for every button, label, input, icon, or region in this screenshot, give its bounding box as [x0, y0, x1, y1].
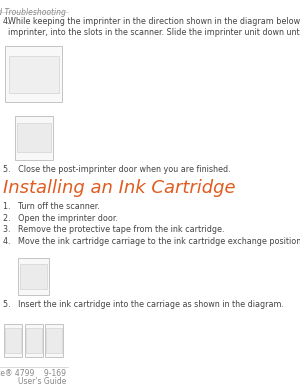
FancyBboxPatch shape — [18, 258, 50, 295]
Bar — [17, 123, 51, 152]
FancyBboxPatch shape — [15, 116, 53, 160]
Text: While keeping the imprinter in the direction shown in the diagram below, insert : While keeping the imprinter in the direc… — [8, 17, 300, 37]
FancyBboxPatch shape — [25, 324, 43, 357]
Text: 1.   Turn off the scanner.: 1. Turn off the scanner. — [3, 202, 100, 211]
Text: Scanner Options, Maintenance and Troubleshooting: Scanner Options, Maintenance and Trouble… — [0, 9, 66, 17]
Text: 2.   Open the imprinter door.: 2. Open the imprinter door. — [3, 214, 118, 223]
FancyBboxPatch shape — [5, 46, 62, 102]
Text: 5.   Close the post-imprinter door when you are finished.: 5. Close the post-imprinter door when yo… — [3, 165, 230, 174]
Bar — [46, 328, 62, 353]
Text: 5.   Insert the ink cartridge into the carriage as shown in the diagram.: 5. Insert the ink cartridge into the car… — [3, 300, 284, 309]
Bar — [5, 328, 21, 353]
FancyBboxPatch shape — [45, 324, 63, 357]
Text: 3.   Remove the protective tape from the ink cartridge.: 3. Remove the protective tape from the i… — [3, 225, 224, 234]
Bar — [20, 264, 47, 289]
Bar — [9, 56, 59, 92]
Bar — [26, 328, 42, 353]
FancyBboxPatch shape — [4, 324, 22, 357]
Text: Installing an Ink Cartridge: Installing an Ink Cartridge — [3, 179, 235, 197]
Text: 4.: 4. — [3, 17, 10, 26]
Text: 4.   Move the ink cartridge carriage to the ink cartridge exchange position on t: 4. Move the ink cartridge carriage to th… — [3, 237, 300, 246]
Text: Xerox® DocuMate® 4799    9-169: Xerox® DocuMate® 4799 9-169 — [0, 369, 66, 378]
Text: User's Guide: User's Guide — [18, 377, 66, 386]
